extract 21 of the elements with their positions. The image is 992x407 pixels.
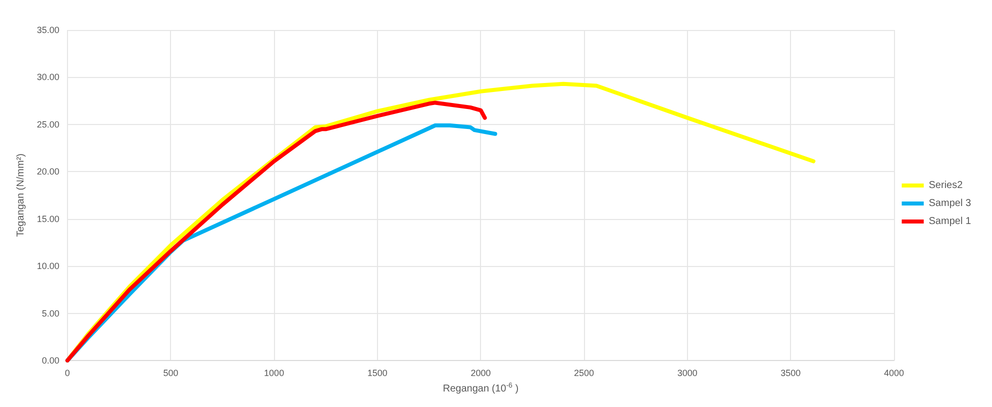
legend-label: Sampel 3 [928,198,972,209]
legend-label: Sampel 1 [928,216,972,227]
y-tick-label: 10.00 [36,261,60,272]
x-tick-label: 1000 [264,368,284,378]
x-tick-label: 3500 [780,368,801,378]
y-tick-label: 5.00 [42,308,60,318]
x-tick-label: 500 [163,368,178,378]
y-tick-label: 25.00 [36,119,60,130]
y-tick-label: 35.00 [36,25,60,35]
x-tick-label: 0 [64,368,70,378]
x-tick-label: 3000 [677,368,698,378]
x-tick-label: 2000 [470,368,491,378]
legend-label: Series2 [928,180,964,191]
y-tick-label: 15.00 [36,214,60,224]
y-tick-label: 0.00 [42,356,60,366]
y-tick-label: 20.00 [36,166,60,177]
x-tick-label: 1500 [367,368,388,378]
y-axis-title: Tegangan (N/mm²) [16,154,26,237]
x-tick-label: 4000 [884,368,904,378]
y-tick-label: 30.00 [36,72,60,82]
x-tick-label: 2500 [574,368,594,378]
